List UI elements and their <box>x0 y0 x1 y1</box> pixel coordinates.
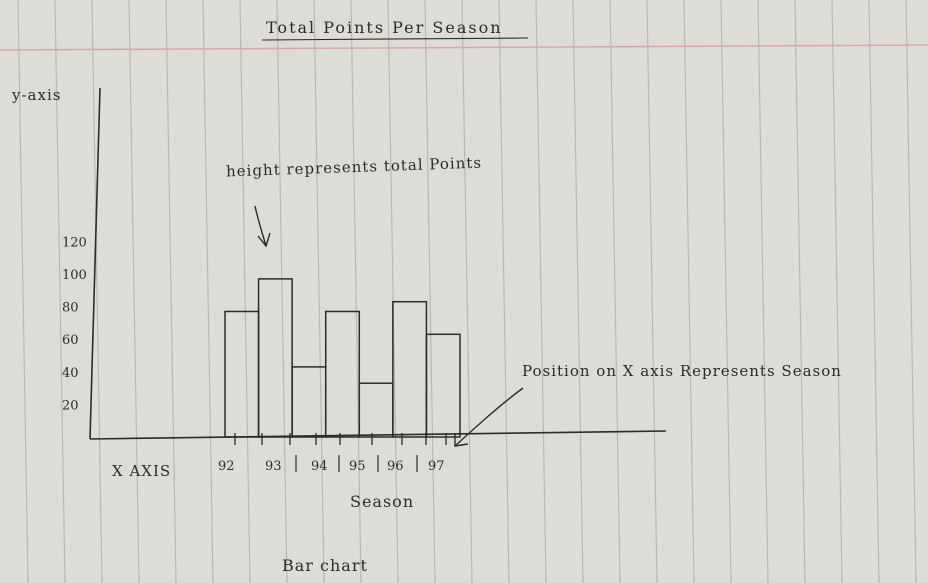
y-tick-label: 40 <box>62 366 79 381</box>
bar <box>425 333 461 438</box>
y-tick-label: 80 <box>62 301 79 316</box>
paper-rule <box>720 0 732 583</box>
x-tick-label: 94 <box>311 459 328 474</box>
x-tick-label: 92 <box>218 459 235 474</box>
season-axis-title: Season <box>350 492 415 511</box>
chart-title: Total Points Per Season <box>266 18 503 37</box>
x-tick-label: 96 <box>387 459 404 474</box>
bar <box>392 300 428 438</box>
y-tick-label: 120 <box>62 235 87 250</box>
title-underline <box>261 37 529 41</box>
paper-rule <box>128 0 140 583</box>
position-arrowhead <box>454 433 469 447</box>
paper-rule <box>350 0 362 583</box>
bar <box>224 310 260 438</box>
paper-rule <box>498 0 510 583</box>
bar <box>324 310 361 438</box>
height-arrow <box>254 205 267 247</box>
paper-rule <box>54 0 66 583</box>
paper-rule <box>424 0 436 583</box>
paper-rule <box>17 0 29 583</box>
paper-rule <box>313 0 325 583</box>
y-tick-label: 100 <box>62 268 87 283</box>
margin-line <box>0 44 928 51</box>
paper-rule <box>535 0 547 583</box>
x-tick-label: 95 <box>349 459 366 474</box>
paper-rule <box>202 0 214 583</box>
paper-rule <box>276 0 288 583</box>
paper-rule <box>831 0 843 583</box>
bar <box>257 278 293 438</box>
paper-rule <box>387 0 399 583</box>
paper-rule <box>461 0 473 583</box>
paper-rule <box>905 0 917 583</box>
paper-rule <box>868 0 880 583</box>
bar <box>291 366 327 438</box>
bar <box>358 382 394 438</box>
y-tick-label: 60 <box>62 333 79 348</box>
x-tick-label: 97 <box>428 459 445 474</box>
paper-rule <box>91 0 103 583</box>
paper-rule <box>572 0 584 583</box>
x-tick-label: 93 <box>265 459 282 474</box>
paper-rule <box>165 0 177 583</box>
position-arrow <box>454 387 524 447</box>
paper-rule <box>794 0 806 583</box>
y-axis-label: y-axis <box>12 86 62 104</box>
x-axis-line <box>89 430 667 440</box>
paper-rule <box>239 0 251 583</box>
chart-caption: Bar chart <box>282 556 368 575</box>
y-tick-label: 20 <box>62 398 79 413</box>
paper-rule <box>757 0 769 583</box>
position-annotation: Position on X axis Represents Season <box>522 362 842 380</box>
height-arrowhead <box>257 232 271 248</box>
paper-rule <box>646 0 658 583</box>
x-axis-label: X AXIS <box>112 462 172 480</box>
y-axis-line <box>89 87 101 440</box>
paper-rule <box>609 0 621 583</box>
paper-rule <box>683 0 695 583</box>
